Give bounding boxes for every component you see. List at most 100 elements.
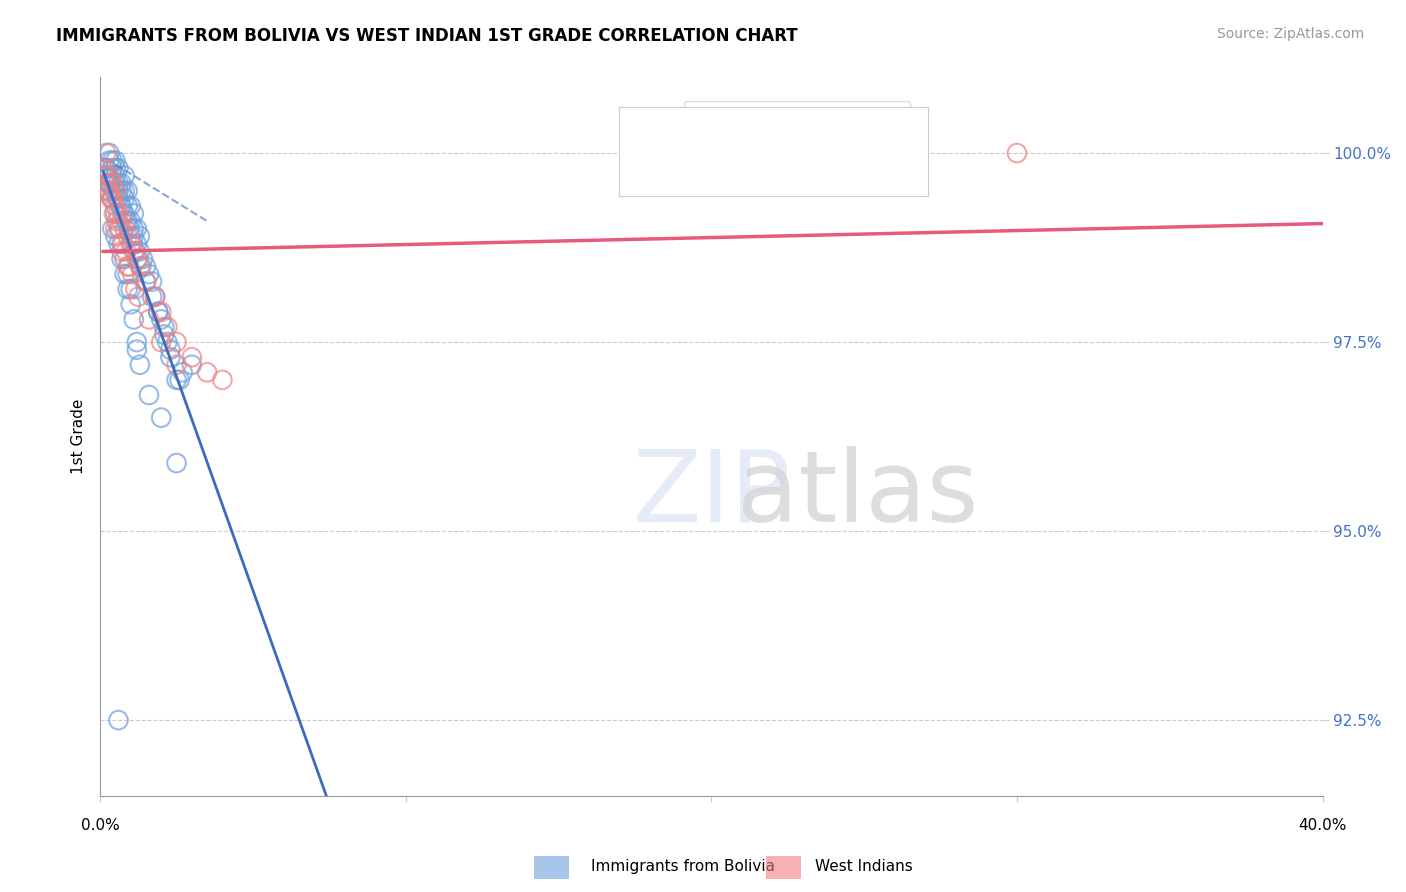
Text: West Indians: West Indians bbox=[815, 859, 914, 874]
Point bbox=[110, 252, 132, 266]
Point bbox=[101, 221, 124, 235]
Point bbox=[125, 252, 148, 266]
Point bbox=[122, 244, 145, 259]
Point bbox=[148, 305, 170, 319]
Point bbox=[141, 290, 163, 304]
Point bbox=[117, 214, 139, 228]
Point bbox=[156, 334, 179, 349]
Point bbox=[180, 358, 202, 372]
Point bbox=[172, 365, 194, 379]
Point bbox=[127, 252, 149, 266]
Point bbox=[131, 260, 153, 274]
Point bbox=[128, 260, 150, 274]
Point bbox=[122, 312, 145, 326]
Point bbox=[107, 236, 129, 251]
Point bbox=[138, 267, 160, 281]
Point bbox=[107, 221, 129, 235]
Point bbox=[91, 161, 114, 176]
Point bbox=[120, 297, 142, 311]
Point bbox=[141, 275, 163, 289]
Point bbox=[100, 191, 122, 205]
Point bbox=[124, 282, 146, 296]
Point bbox=[122, 221, 145, 235]
Point bbox=[135, 260, 157, 274]
Point bbox=[128, 358, 150, 372]
Point bbox=[125, 221, 148, 235]
Point bbox=[114, 252, 136, 266]
Point bbox=[110, 244, 132, 259]
Point bbox=[125, 236, 148, 251]
Point bbox=[135, 275, 157, 289]
Point bbox=[101, 176, 124, 190]
Point bbox=[114, 169, 136, 183]
Point bbox=[107, 184, 129, 198]
Point bbox=[101, 191, 124, 205]
Point bbox=[114, 221, 136, 235]
Point bbox=[132, 252, 155, 266]
Point bbox=[110, 176, 132, 190]
Point bbox=[104, 221, 127, 235]
Point bbox=[104, 184, 127, 198]
Text: ZIP: ZIP bbox=[633, 445, 790, 542]
Point bbox=[120, 282, 142, 296]
Point bbox=[101, 191, 124, 205]
Point bbox=[117, 267, 139, 281]
Point bbox=[114, 191, 136, 205]
Point bbox=[166, 456, 188, 470]
Point bbox=[98, 146, 121, 161]
Point bbox=[117, 260, 139, 274]
Point bbox=[115, 244, 138, 259]
Point bbox=[96, 161, 118, 176]
Point bbox=[180, 350, 202, 364]
Point bbox=[97, 169, 120, 183]
Point bbox=[107, 176, 129, 190]
Point bbox=[143, 290, 166, 304]
Point bbox=[112, 206, 135, 220]
Point bbox=[104, 161, 127, 176]
Point bbox=[124, 244, 146, 259]
Point bbox=[93, 169, 115, 183]
Point bbox=[121, 236, 143, 251]
Point bbox=[150, 334, 173, 349]
Legend: R = 0.157   N = 94, R = 0.325   N = 44: R = 0.157 N = 94, R = 0.325 N = 44 bbox=[683, 101, 910, 169]
Point bbox=[128, 229, 150, 244]
Point bbox=[104, 206, 127, 220]
Point bbox=[127, 290, 149, 304]
Point bbox=[101, 153, 124, 168]
Text: atlas: atlas bbox=[737, 445, 979, 542]
Point bbox=[91, 184, 114, 198]
Text: 40.0%: 40.0% bbox=[1298, 818, 1347, 833]
Point bbox=[105, 191, 128, 205]
Point bbox=[115, 214, 138, 228]
Point bbox=[114, 206, 136, 220]
Point bbox=[107, 191, 129, 205]
Point bbox=[98, 184, 121, 198]
Point bbox=[96, 161, 118, 176]
Point bbox=[100, 176, 122, 190]
Point bbox=[150, 410, 173, 425]
Point bbox=[169, 373, 191, 387]
Point bbox=[135, 275, 157, 289]
Point bbox=[120, 199, 142, 213]
Point bbox=[104, 199, 127, 213]
Point bbox=[195, 365, 218, 379]
Point bbox=[122, 229, 145, 244]
Point bbox=[98, 176, 121, 190]
Text: Immigrants from Bolivia: Immigrants from Bolivia bbox=[591, 859, 775, 874]
Point bbox=[107, 713, 129, 727]
Point bbox=[93, 161, 115, 176]
Point bbox=[148, 305, 170, 319]
Point bbox=[150, 312, 173, 326]
Text: 0.0%: 0.0% bbox=[80, 818, 120, 833]
Point bbox=[125, 343, 148, 357]
Point bbox=[110, 199, 132, 213]
Point bbox=[110, 214, 132, 228]
Point bbox=[117, 199, 139, 213]
Point bbox=[96, 176, 118, 190]
Point bbox=[104, 184, 127, 198]
Point bbox=[98, 176, 121, 190]
Point bbox=[211, 373, 233, 387]
Point bbox=[104, 153, 127, 168]
Point bbox=[159, 350, 181, 364]
Point bbox=[166, 358, 188, 372]
